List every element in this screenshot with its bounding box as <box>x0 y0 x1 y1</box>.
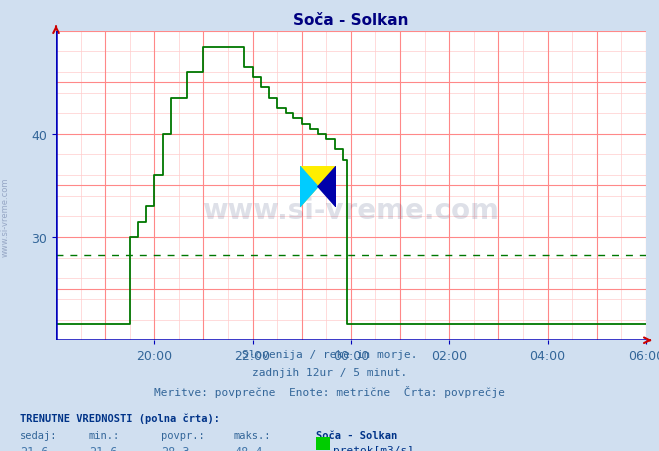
Text: www.si-vreme.com: www.si-vreme.com <box>202 197 500 225</box>
Title: Soča - Solkan: Soča - Solkan <box>293 13 409 28</box>
Text: www.si-vreme.com: www.si-vreme.com <box>1 177 10 256</box>
Text: 21,6: 21,6 <box>20 445 48 451</box>
Text: TRENUTNE VREDNOSTI (polna črta):: TRENUTNE VREDNOSTI (polna črta): <box>20 413 219 423</box>
Text: Soča - Solkan: Soča - Solkan <box>316 430 397 440</box>
Text: min.:: min.: <box>89 430 120 440</box>
Text: 21,6: 21,6 <box>89 445 117 451</box>
Text: maks.:: maks.: <box>234 430 272 440</box>
Text: povpr.:: povpr.: <box>161 430 205 440</box>
Text: Meritve: povprečne  Enote: metrične  Črta: povprečje: Meritve: povprečne Enote: metrične Črta:… <box>154 386 505 398</box>
Text: 28,3: 28,3 <box>161 445 190 451</box>
Text: 48,4: 48,4 <box>234 445 262 451</box>
Polygon shape <box>300 167 318 207</box>
Text: Slovenija / reke in morje.: Slovenija / reke in morje. <box>242 350 417 359</box>
Text: zadnjih 12ur / 5 minut.: zadnjih 12ur / 5 minut. <box>252 368 407 377</box>
Text: sedaj:: sedaj: <box>20 430 57 440</box>
Polygon shape <box>300 167 336 207</box>
Text: pretok[m3/s]: pretok[m3/s] <box>333 445 415 451</box>
Polygon shape <box>318 167 336 207</box>
